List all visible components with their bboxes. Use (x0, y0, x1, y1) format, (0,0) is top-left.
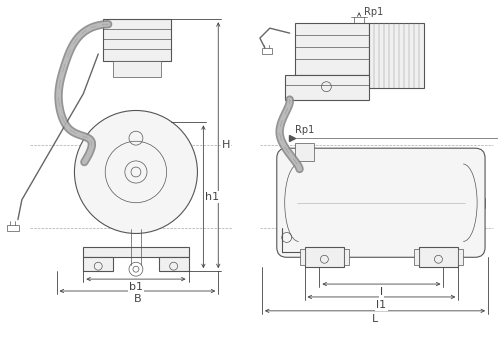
Bar (159, 257, 188, 271)
Bar (7, 224, 19, 232)
Text: l1: l1 (376, 300, 386, 310)
Circle shape (74, 110, 198, 234)
Bar (344, 249, 349, 265)
Bar (300, 249, 304, 265)
Bar (284, 75, 369, 100)
Text: l: l (380, 287, 383, 297)
Text: b1: b1 (129, 282, 143, 292)
Text: L: L (372, 314, 378, 324)
Bar (294, 143, 314, 161)
Bar (304, 248, 344, 267)
Text: Rp1: Rp1 (294, 125, 314, 135)
Bar (414, 249, 418, 265)
Text: h1: h1 (205, 192, 220, 202)
Text: B: B (134, 294, 141, 304)
Bar (294, 23, 369, 75)
Bar (113, 61, 160, 77)
Text: Rp1: Rp1 (364, 7, 384, 17)
Bar (84, 248, 188, 257)
Bar (418, 248, 459, 267)
FancyBboxPatch shape (277, 148, 485, 257)
Bar (458, 249, 463, 265)
Circle shape (300, 26, 330, 56)
Text: H: H (222, 140, 230, 150)
Bar (103, 19, 170, 61)
Bar (262, 48, 272, 54)
Bar (84, 257, 113, 271)
Bar (369, 23, 424, 88)
